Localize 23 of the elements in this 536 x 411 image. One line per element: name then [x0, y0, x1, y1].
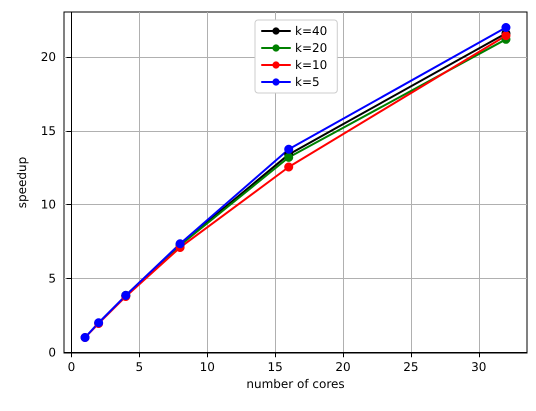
x-tick-label: 20 [335, 360, 351, 374]
point [501, 23, 510, 32]
point [284, 152, 294, 162]
legend-label: k=5 [295, 75, 320, 89]
y-tick-label: 10 [40, 198, 56, 212]
x-tick-label: 5 [136, 360, 144, 374]
y-axis-title: speedup [15, 156, 29, 208]
y-tick-label: 20 [40, 50, 56, 64]
point [501, 31, 510, 40]
legend-label: k=20 [295, 41, 328, 55]
x-tick-label: 10 [200, 360, 215, 374]
x-axis-title: number of cores [246, 376, 345, 391]
point [284, 144, 294, 154]
y-tick-label: 0 [48, 345, 56, 360]
x-tick-label: 25 [403, 360, 419, 374]
legend-label: k=40 [295, 24, 328, 38]
x-tick-label: 0 [68, 360, 76, 374]
x-tick-label: 15 [267, 360, 283, 374]
legend-label: k=10 [295, 58, 328, 72]
y-tick-label: 5 [48, 271, 56, 286]
y-tick-label: 15 [40, 124, 56, 138]
x-tick-label: 30 [471, 360, 486, 374]
point [284, 162, 294, 172]
